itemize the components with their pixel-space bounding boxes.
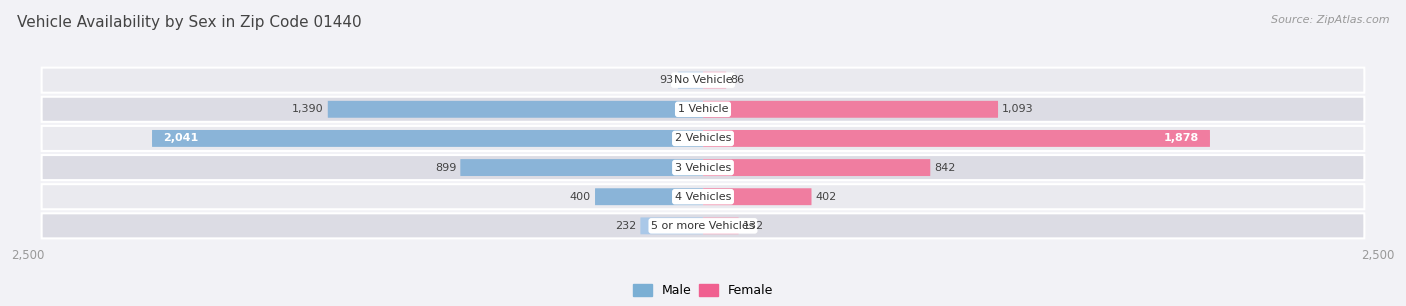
FancyBboxPatch shape (460, 159, 703, 176)
Text: 402: 402 (815, 192, 837, 202)
Text: 232: 232 (614, 221, 637, 231)
Text: No Vehicle: No Vehicle (673, 75, 733, 85)
FancyBboxPatch shape (595, 188, 703, 205)
Text: 5 or more Vehicles: 5 or more Vehicles (651, 221, 755, 231)
Text: 86: 86 (730, 75, 744, 85)
FancyBboxPatch shape (703, 101, 998, 118)
FancyBboxPatch shape (152, 130, 703, 147)
Text: 1 Vehicle: 1 Vehicle (678, 104, 728, 114)
Text: Vehicle Availability by Sex in Zip Code 01440: Vehicle Availability by Sex in Zip Code … (17, 15, 361, 30)
Text: 2,041: 2,041 (163, 133, 198, 144)
FancyBboxPatch shape (678, 72, 703, 89)
FancyBboxPatch shape (328, 101, 703, 118)
FancyBboxPatch shape (640, 217, 703, 234)
Text: 1,093: 1,093 (1002, 104, 1033, 114)
Text: Source: ZipAtlas.com: Source: ZipAtlas.com (1271, 15, 1389, 25)
Text: 899: 899 (434, 162, 457, 173)
Text: 4 Vehicles: 4 Vehicles (675, 192, 731, 202)
FancyBboxPatch shape (703, 188, 811, 205)
FancyBboxPatch shape (703, 130, 1211, 147)
FancyBboxPatch shape (42, 97, 1364, 122)
FancyBboxPatch shape (42, 68, 1364, 93)
Text: 1,878: 1,878 (1164, 133, 1199, 144)
FancyBboxPatch shape (42, 126, 1364, 151)
Text: 400: 400 (569, 192, 591, 202)
Text: 93: 93 (659, 75, 673, 85)
FancyBboxPatch shape (703, 72, 727, 89)
FancyBboxPatch shape (42, 184, 1364, 209)
Legend: Male, Female: Male, Female (633, 284, 773, 297)
Text: 132: 132 (742, 221, 763, 231)
Text: 842: 842 (935, 162, 956, 173)
Text: 3 Vehicles: 3 Vehicles (675, 162, 731, 173)
FancyBboxPatch shape (42, 213, 1364, 238)
Text: 1,390: 1,390 (292, 104, 323, 114)
FancyBboxPatch shape (703, 159, 931, 176)
Text: 2 Vehicles: 2 Vehicles (675, 133, 731, 144)
FancyBboxPatch shape (703, 217, 738, 234)
FancyBboxPatch shape (42, 155, 1364, 180)
